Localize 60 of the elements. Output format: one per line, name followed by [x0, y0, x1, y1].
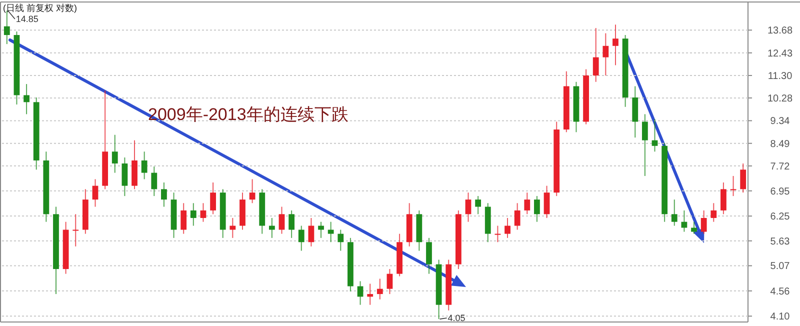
- y-tick-label: 5.07: [770, 261, 790, 272]
- candlestick: [475, 196, 482, 215]
- candlestick: [298, 225, 304, 252]
- candlestick: [710, 202, 717, 222]
- annotation: 14.85: [16, 14, 38, 24]
- candlestick: [180, 202, 187, 234]
- candlestick: [700, 210, 707, 234]
- y-tick-label: 5.63: [770, 236, 790, 248]
- candlestick: [465, 192, 472, 222]
- candlestick: [190, 202, 196, 226]
- y-tick-label: 10.28: [767, 93, 793, 104]
- candlestick: [367, 283, 374, 306]
- y-tick-label: 6.95: [770, 186, 790, 198]
- candlestick: [386, 268, 393, 295]
- y-tick-label: 6.25: [770, 212, 790, 223]
- candlestick: [210, 182, 216, 215]
- candlestick: [691, 221, 697, 234]
- candlestick: [200, 202, 206, 222]
- y-tick-label: 9.34: [770, 116, 790, 128]
- candlestick: [602, 32, 609, 76]
- candlestick: [151, 166, 158, 197]
- candlestick: [740, 162, 746, 194]
- candlestick: [652, 118, 658, 152]
- candlestick: [730, 175, 736, 197]
- candlestick: [504, 217, 510, 238]
- y-tick-label: 8.49: [770, 138, 790, 150]
- candlestick: [288, 210, 295, 238]
- y-tick-label: 13.68: [767, 26, 793, 37]
- chart-title: (日线 前复权 对数): [3, 3, 77, 13]
- candlestick: [72, 214, 79, 247]
- candlestick: [534, 196, 540, 222]
- candlestick: [141, 151, 148, 180]
- annotation: 4.05: [448, 313, 466, 323]
- candlestick: [592, 28, 599, 82]
- candlestick: [249, 178, 256, 204]
- y-tick-label: 7.72: [770, 161, 790, 172]
- candlestick: [278, 206, 285, 234]
- candlestick: [338, 229, 344, 252]
- candlestick: [122, 156, 128, 197]
- candlestick: [612, 24, 618, 66]
- y-tick-label: 4.56: [770, 286, 790, 298]
- candlestick: [92, 178, 98, 208]
- annotation: 2009年-2013年的连续下跌: [148, 105, 348, 124]
- candlestick: [514, 202, 520, 230]
- candlestick: [308, 217, 314, 247]
- candlestick: [494, 225, 501, 243]
- candlestick: [112, 134, 118, 174]
- candlestick: [544, 185, 550, 218]
- candlestick: [671, 199, 678, 226]
- y-tick-label: 4.10: [770, 312, 790, 323]
- candlestick: [161, 182, 167, 208]
- candlestick: [720, 182, 726, 215]
- candlestick: [328, 221, 334, 243]
- candlestick: [376, 278, 383, 300]
- candlestick: [24, 84, 30, 115]
- y-tick-label: 11.30: [768, 70, 793, 82]
- candlestick: [426, 237, 432, 274]
- candlestick: [524, 192, 530, 215]
- y-tick-label: 12.43: [767, 48, 793, 60]
- candlestick: [642, 114, 648, 176]
